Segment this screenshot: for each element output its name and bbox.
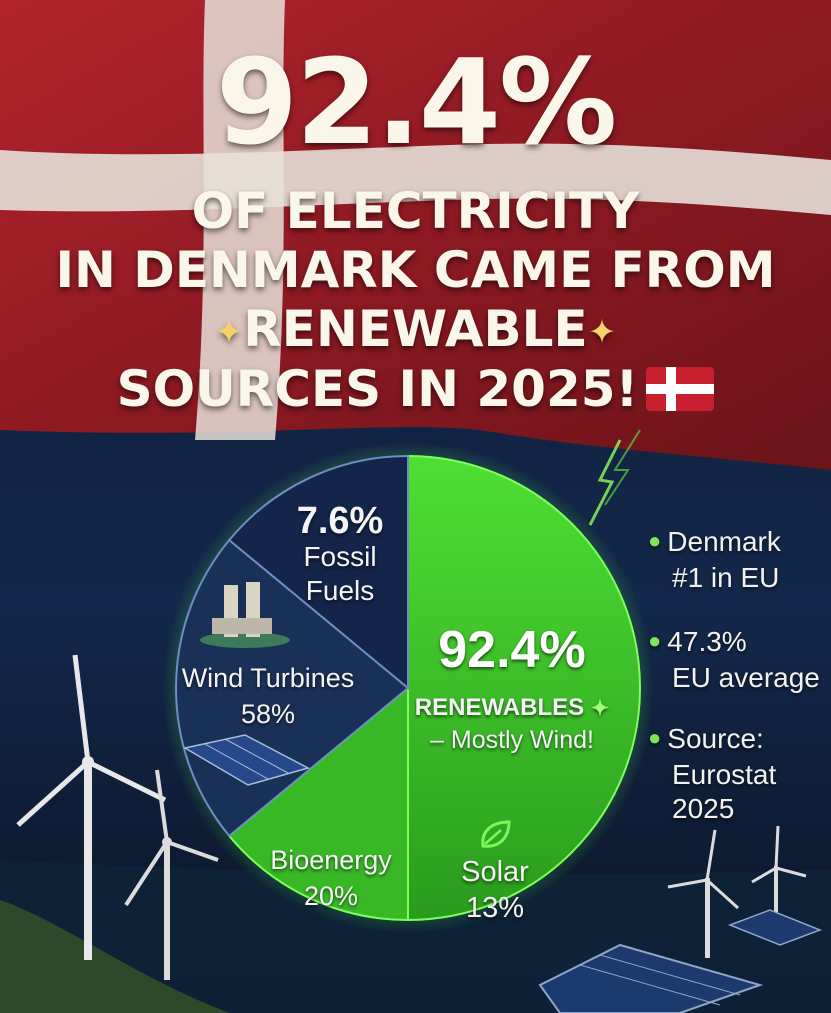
headline-line-4: SOURCES IN 2025! [0,358,831,420]
wind-name: Wind Turbines [181,663,355,693]
headline-line-2: IN DENMARK CAME FROM [55,241,776,299]
bioenergy-name: Bioenergy [270,845,392,875]
wind-turbine-right-2 [751,825,807,931]
flag-cross-vertical [195,0,285,440]
headline-line-3: ✦RENEWABLE✦ [0,298,831,364]
denmark-flag-icon [646,366,715,411]
wind-label: Wind Turbines 58% [168,660,368,732]
wind-turbine-right [667,829,740,958]
wind-turbine-left [16,654,167,960]
renewables-title-text: RENEWABLES [414,694,585,721]
fact-denmark-rank: ● Denmark #1 in EU [648,525,831,595]
solar-panel-illustration [182,734,311,786]
wind-value: 58% [240,699,296,729]
fact-3-line-2: Eurostat [672,759,777,790]
fossil-name-label: Fossil Fuels [280,540,400,608]
fossil-name-line-1: Fossil [303,541,377,572]
pie-slice-fossil [227,454,409,691]
solar-panel-array-bottom [538,909,823,1013]
leaf-icon [481,820,511,848]
solar-name: Solar [461,856,529,888]
fact-eu-average: ● 47.3% EU average [648,625,831,695]
power-plant-illustration [200,582,290,648]
fact-source: ● Source: Eurostat 2025 [648,722,831,826]
solar-label: Solar 13% [420,818,570,926]
wind-turbine-left-2 [124,769,219,980]
fact-1-line-1: Denmark [667,526,781,557]
sparkles-icon: ✦ [214,312,244,353]
pie-chart [162,442,654,934]
sparkle-icon: ✦ [590,695,610,721]
fossil-value-label: 7.6% [296,500,384,542]
fact-1-line-2: #1 in EU [672,562,780,593]
pie-slice-renewables [407,454,641,922]
lightning-bolt [588,439,622,526]
hill [0,900,230,1013]
fact-3-line-3: 2025 [672,793,735,824]
bullet-dot-icon: ● [648,628,662,653]
headline-percentage: 92.4% [215,33,617,171]
bioenergy-value: 20% [303,881,359,911]
bullet-dot-icon: ● [648,528,662,553]
renewables-subtitle: – Mostly Wind! [430,726,594,754]
sparkles-icon: ✦ [587,312,617,353]
solar-value: 13% [465,892,525,924]
bullet-dot-icon: ● [648,725,662,750]
fact-2-line-1: 47.3% [667,626,747,657]
renewables-title: RENEWABLES ✦ [412,694,612,722]
bioenergy-label: Bioenergy 20% [256,842,406,914]
renewables-value-label: 92.4% [438,621,586,679]
headline-sources-text: SOURCES IN 2025! [116,360,639,418]
fact-3-line-1: Source: [667,723,764,754]
fact-2-line-2: EU average [672,662,820,693]
pie-slice-bioenergy [227,685,409,922]
headline-renewable-word: RENEWABLE [243,300,588,358]
fossil-name-line-2: Fuels [305,575,375,606]
headline-line-1: OF ELECTRICITY [191,182,640,240]
